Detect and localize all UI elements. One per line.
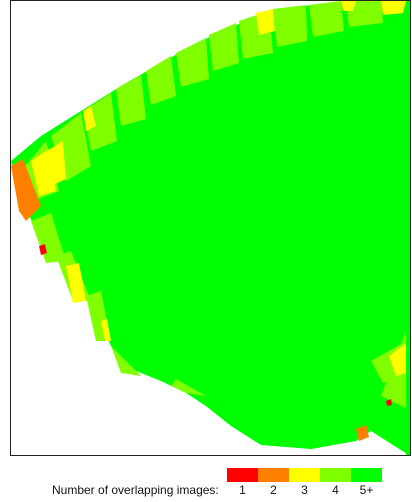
legend-label-3: 3 xyxy=(301,483,308,497)
legend-swatch-5plus xyxy=(351,468,382,482)
legend-label-1: 1 xyxy=(239,483,246,497)
legend-swatch-2 xyxy=(258,468,289,482)
legend-swatch-3 xyxy=(289,468,320,482)
legend-swatch-4 xyxy=(320,468,351,482)
overlap-map xyxy=(10,0,411,456)
legend-title: Number of overlapping images: xyxy=(52,483,219,497)
legend-label-2: 2 xyxy=(270,483,277,497)
legend-label-5plus: 5+ xyxy=(359,483,374,497)
coverage-four-strips xyxy=(21,1,410,411)
legend-label-4: 4 xyxy=(332,483,339,497)
coverage-two-strips xyxy=(11,159,369,441)
coverage-one-specks xyxy=(39,244,392,406)
overlap-map-canvas xyxy=(11,1,410,455)
coverage-three-strips xyxy=(31,1,410,376)
coverage-five-plus-region xyxy=(11,1,410,455)
coverage-right-edge xyxy=(406,1,410,455)
overlap-legend: Number of overlapping images: 1 2 3 4 5+ xyxy=(0,464,412,502)
legend-swatch-1 xyxy=(227,468,258,482)
